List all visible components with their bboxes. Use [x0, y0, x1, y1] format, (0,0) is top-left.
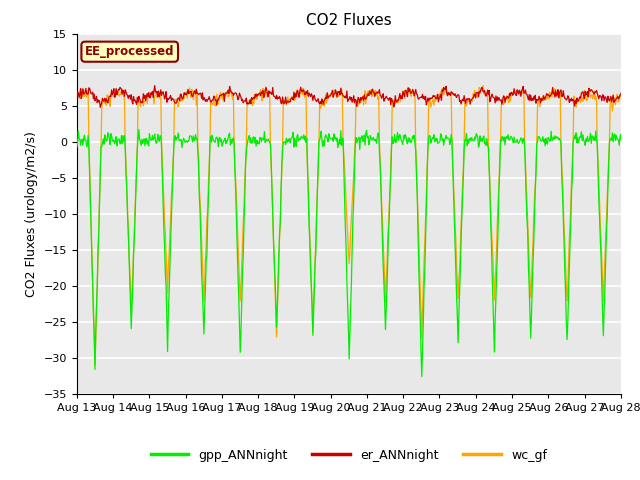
Y-axis label: CO2 Fluxes (urology/m2/s): CO2 Fluxes (urology/m2/s)	[25, 131, 38, 297]
Title: CO2 Fluxes: CO2 Fluxes	[306, 13, 392, 28]
Legend: gpp_ANNnight, er_ANNnight, wc_gf: gpp_ANNnight, er_ANNnight, wc_gf	[146, 444, 552, 467]
Text: EE_processed: EE_processed	[85, 45, 175, 58]
